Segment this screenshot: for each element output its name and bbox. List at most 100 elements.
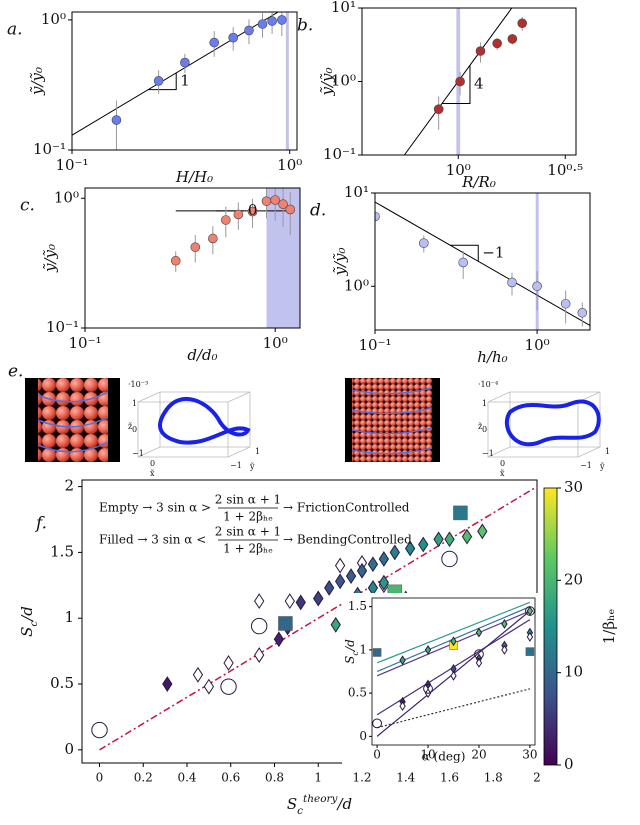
- diamond-marker: [477, 523, 488, 540]
- y-tick-label: 10⁰: [41, 10, 66, 28]
- open-diamond: [254, 593, 265, 610]
- data-point: [208, 233, 218, 244]
- y-axis-label: ỹ/ỹ₀: [28, 67, 46, 96]
- open-circle: [91, 721, 108, 739]
- y-tick-label: 10⁻¹: [33, 140, 66, 158]
- axis-tick-label: −1: [230, 461, 242, 470]
- label-part: /d: [343, 639, 357, 652]
- axis-tick-label: −1: [482, 449, 494, 458]
- axis-tick-label: 1: [255, 447, 260, 456]
- data-point: [277, 15, 287, 25]
- diamond-marker: [450, 636, 457, 647]
- diamond-marker: [404, 540, 416, 557]
- y-tick-label: 0: [64, 740, 74, 758]
- inset-y-tick-label: 1: [359, 642, 367, 656]
- diamond-marker: [378, 551, 390, 567]
- cube-wireframe: [137, 391, 251, 458]
- open-circle: [423, 683, 433, 694]
- colorbar-tick-label: 20: [564, 570, 583, 588]
- square-marker: [453, 505, 468, 521]
- data-point: [190, 242, 201, 252]
- x-tick-label: 10⁰·⁵: [547, 161, 583, 179]
- colorbar-tick-label: 30: [564, 478, 583, 496]
- axis-tick-label: −1: [132, 449, 144, 458]
- axis-label: ỹ: [249, 462, 255, 471]
- diamond-marker: [399, 655, 406, 666]
- data-point: [532, 281, 542, 292]
- data-point: [492, 38, 502, 49]
- inset-x-tick-label: 0: [373, 748, 381, 762]
- y-tick-label: 2: [64, 477, 74, 495]
- annotation-text: Empty → 3 sin α >: [99, 501, 211, 515]
- open-diamond: [475, 657, 483, 668]
- label-part: S: [18, 627, 36, 637]
- scale-label: ·10⁻³: [128, 380, 148, 389]
- open-diamond: [203, 678, 215, 695]
- x-tick-label: 10⁰: [446, 161, 471, 179]
- x-tick-label: 1.4: [396, 771, 415, 785]
- data-point: [257, 19, 268, 29]
- scale-label: ·10⁻⁴: [478, 380, 498, 389]
- x-tick-label: 10⁻¹: [55, 156, 88, 174]
- y-tick-label: 10¹: [331, 0, 356, 16]
- data-point: [170, 255, 181, 266]
- diamond-marker: [273, 631, 285, 648]
- y-tick-label: 1: [64, 608, 74, 626]
- y-axis-label: ỹ/ỹ₀: [41, 244, 59, 273]
- y-axis-label: Sc/d: [18, 606, 40, 637]
- data-point: [375, 211, 380, 222]
- axes-frame: [374, 192, 591, 331]
- data-point: [433, 104, 444, 114]
- slope-triangle: [441, 65, 471, 105]
- x-tick-label: 1.2: [352, 771, 371, 785]
- centerline-curve: [158, 396, 251, 445]
- x-tick-label: 0.4: [177, 771, 196, 785]
- plot-area: [170, 188, 300, 328]
- slope-label: 1: [180, 71, 190, 89]
- y-tick-label: 10⁰: [54, 188, 79, 206]
- annotation-text: → FrictionControlled: [283, 501, 410, 515]
- fit-line: [72, 12, 280, 136]
- x-axis-label: Sctheory/d: [287, 793, 352, 817]
- data-point: [278, 199, 288, 210]
- y-axis-label: ỹ/ỹ₀: [331, 247, 349, 276]
- x-tick-label: 0.2: [134, 771, 153, 785]
- data-point: [577, 307, 588, 318]
- x-tick-label: 10⁰: [263, 334, 288, 352]
- label-part: /d: [18, 606, 36, 623]
- y-tick-label: 10⁻¹: [46, 318, 79, 336]
- x-tick-label: 1: [314, 771, 322, 785]
- x-tick-label: 10⁻¹: [358, 336, 391, 354]
- data-point: [475, 46, 486, 56]
- diamond-marker: [389, 544, 400, 561]
- label-part: S: [287, 795, 297, 813]
- data-point: [261, 196, 272, 206]
- colorbar-label: 1/βₕₑ: [600, 609, 618, 645]
- panel-e-images: [25, 378, 440, 462]
- data-point: [153, 76, 164, 86]
- axis-tick-label: 0: [500, 459, 505, 468]
- inset-x-tick-label: 10: [420, 748, 435, 762]
- slope-triangle: [148, 72, 177, 91]
- open-diamond: [450, 670, 457, 681]
- diamond-marker: [433, 531, 444, 548]
- diamond-marker: [313, 590, 324, 607]
- data-point: [209, 37, 220, 48]
- colorbar-tick-label: 0: [564, 755, 574, 773]
- annotation-denominator: 1 + 2βₕₑ: [223, 510, 273, 524]
- x-tick-label: 2: [533, 771, 541, 785]
- open-diamond: [501, 644, 508, 655]
- data-point: [233, 209, 244, 220]
- axes-frame: [361, 7, 577, 156]
- inset-y-tick-label: 0.5: [348, 686, 367, 700]
- panel-label: d.: [310, 201, 326, 221]
- data-point: [267, 16, 277, 26]
- data-point: [418, 238, 429, 248]
- cube-wireframe: [487, 391, 601, 458]
- slope-label: 4: [474, 74, 484, 92]
- label-part: c: [297, 805, 303, 817]
- highlight-band: [285, 12, 289, 150]
- data-point: [244, 25, 254, 36]
- diamond-marker: [295, 594, 306, 611]
- x-tick-label: 1.8: [484, 771, 503, 785]
